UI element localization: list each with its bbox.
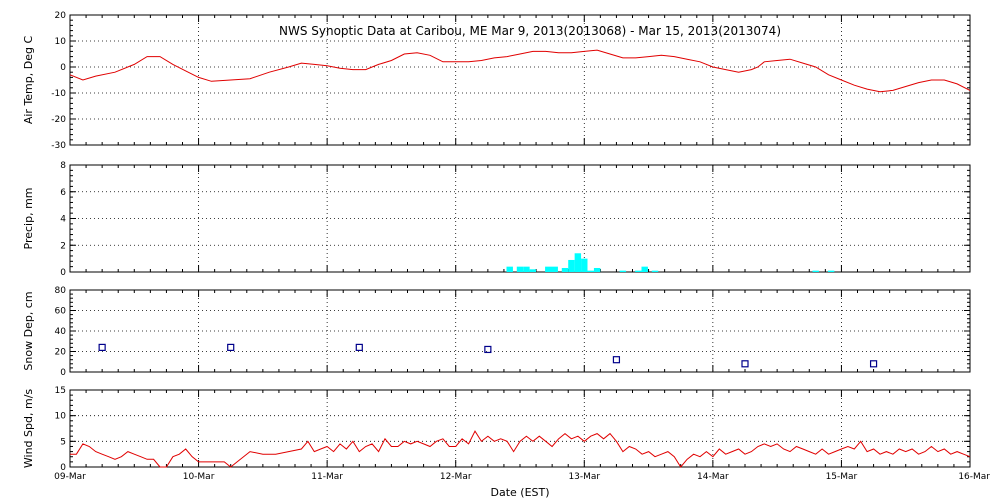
x-tick-label: 15-Mar — [826, 472, 858, 482]
panels: -30 -20 -10 0 10 20 Air Temp, Deg C 0 2 4 6 8 Precip… — [22, 11, 990, 482]
wind-series-line — [70, 430, 971, 468]
y-tick-label: 6 — [60, 188, 66, 198]
panel-temp: -30 -20 -10 0 10 20 Air Temp, Deg C — [22, 11, 971, 151]
y-tick-label: 8 — [60, 161, 66, 171]
precip-bar — [635, 270, 642, 272]
precip-bar — [561, 267, 569, 272]
y-tick-label: 40 — [55, 327, 67, 337]
x-tick-label: 12-Mar — [440, 472, 472, 482]
snow-depth-point — [484, 345, 492, 354]
panel-frame — [69, 289, 971, 373]
y-axis-label: Precip, mm — [22, 188, 35, 250]
precip-bar — [587, 270, 594, 272]
y-tick-label: 10 — [55, 412, 67, 422]
y-tick-label: 10 — [55, 37, 67, 47]
precip-bar — [827, 270, 835, 272]
panel-precip: 0 2 4 6 8 Precip, mm — [22, 161, 971, 278]
precip-bar — [529, 269, 537, 272]
y-tick-label: 0 — [60, 268, 66, 278]
snow-depth-point — [355, 343, 363, 351]
panel-frame — [69, 389, 971, 468]
x-tick-label: 10-Mar — [183, 472, 215, 482]
precip-bar — [812, 270, 819, 272]
panel-frame — [69, 14, 971, 146]
precip-bar — [593, 267, 601, 272]
precip-bar — [641, 266, 648, 272]
x-tick-label: 11-Mar — [311, 472, 343, 482]
precip-bar — [516, 266, 524, 272]
y-tick-label: 4 — [60, 215, 66, 225]
y-tick-label: 0 — [60, 368, 66, 378]
precip-bar — [551, 266, 558, 272]
precip-bar — [523, 266, 530, 272]
y-axis-label: Snow Dep, cm — [22, 291, 35, 370]
y-tick-label: 20 — [55, 11, 67, 21]
y-tick-label: 2 — [60, 241, 66, 251]
y-tick-label: 15 — [55, 386, 66, 396]
y-tick-label: 80 — [55, 286, 67, 296]
precip-bar — [581, 258, 588, 272]
x-axis-label: Date (EST) — [490, 486, 549, 499]
temp-series-line — [69, 49, 971, 93]
precip-bar — [619, 270, 627, 272]
snow-depth-point — [227, 343, 235, 351]
y-tick-label: 20 — [55, 348, 67, 358]
precip-bar — [574, 253, 582, 272]
y-tick-label: -20 — [51, 115, 66, 125]
snow-depth-point — [98, 343, 106, 351]
y-tick-label: -10 — [51, 89, 66, 99]
x-tick-label: 14-Mar — [697, 472, 729, 482]
precip-bar — [651, 270, 659, 272]
panel-wind: 0 5 10 15 Wind Spd, m/s — [22, 386, 971, 473]
x-tick-label: 09-Mar — [54, 472, 86, 482]
y-tick-label: 0 — [60, 63, 66, 73]
x-tick-label: 13-Mar — [568, 472, 600, 482]
precip-bar — [568, 259, 575, 272]
chart-title: NWS Synoptic Data at Caribou, ME Mar 9, … — [279, 24, 781, 38]
snow-depth-point — [869, 360, 878, 368]
y-tick-label: 60 — [55, 307, 67, 317]
precip-bar — [545, 266, 552, 272]
panel-snow: 0 20 40 60 80 Snow Dep, cm — [22, 286, 971, 378]
snow-depth-point — [612, 356, 621, 364]
y-axis-label: Air Temp, Deg C — [22, 36, 35, 125]
x-tick-label: 16-Mar — [958, 472, 990, 482]
y-tick-label: 5 — [60, 437, 66, 447]
y-tick-label: 0 — [60, 463, 66, 473]
snow-depth-point — [741, 360, 749, 368]
precip-bar — [506, 266, 513, 272]
y-axis-label: Wind Spd, m/s — [22, 389, 35, 469]
y-tick-label: -30 — [51, 141, 66, 151]
